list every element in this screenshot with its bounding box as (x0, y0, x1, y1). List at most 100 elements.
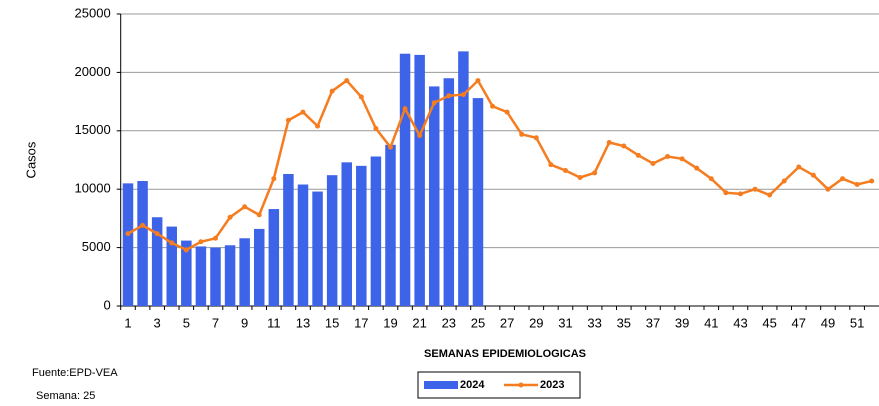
bar (312, 191, 323, 306)
x-tick-label: 27 (500, 315, 514, 330)
bar (224, 245, 236, 306)
y-tick-label: 20000 (75, 64, 111, 79)
point (810, 172, 816, 178)
point (665, 153, 671, 159)
point (256, 212, 262, 218)
bar (472, 98, 484, 306)
point (869, 178, 875, 184)
point (125, 231, 131, 237)
bar (166, 226, 177, 306)
point (212, 235, 218, 241)
legend-swatch (518, 382, 524, 388)
point (198, 239, 204, 245)
bar (195, 246, 207, 306)
point (737, 191, 743, 197)
point (796, 164, 802, 170)
point (358, 94, 364, 100)
point (271, 176, 277, 182)
point (606, 139, 612, 145)
bar (399, 53, 411, 306)
x-tick-label: 31 (558, 315, 572, 330)
point (300, 109, 306, 115)
x-tick-label: 39 (675, 315, 689, 330)
x-tick-label: 19 (383, 315, 397, 330)
point (242, 204, 248, 210)
point (329, 88, 335, 94)
point (183, 247, 189, 253)
point (752, 186, 758, 192)
line (127, 78, 872, 252)
bar (428, 86, 440, 306)
point (344, 78, 350, 84)
bar (122, 183, 134, 306)
y-tick-label: 15000 (75, 122, 111, 137)
x-tick-label: 7 (212, 315, 219, 330)
point (708, 176, 714, 182)
point (577, 175, 583, 181)
point (460, 92, 466, 98)
point (854, 182, 860, 188)
x-tick-label: 5 (183, 315, 190, 330)
point (519, 131, 525, 137)
point (635, 152, 641, 158)
point (840, 176, 846, 182)
point (694, 165, 700, 171)
point (723, 190, 729, 196)
bar (268, 209, 280, 306)
bar (283, 174, 294, 306)
y-tick-label: 0 (103, 297, 110, 312)
bar (356, 165, 367, 306)
week-note: Semana: 25 (36, 390, 95, 402)
legend-swatch (424, 381, 458, 389)
point (592, 170, 598, 176)
x-tick-label: 43 (733, 315, 747, 330)
bar (253, 228, 265, 306)
point (417, 132, 423, 138)
x-tick-label: 15 (325, 315, 339, 330)
source-note: Fuente:EPD-VEA (32, 367, 118, 379)
x-tick-label: 3 (154, 315, 161, 330)
y-tick-label: 25000 (75, 5, 111, 20)
point (621, 143, 627, 149)
x-tick-label: 17 (354, 315, 368, 330)
bar (210, 247, 221, 306)
bar (341, 162, 352, 306)
x-tick-label: 35 (617, 315, 631, 330)
x-tick-label: 11 (267, 315, 281, 330)
x-tick-label: 51 (850, 315, 864, 330)
legend-label: 2023 (540, 379, 564, 391)
x-tick-label: 1 (124, 315, 131, 330)
point (169, 240, 175, 246)
x-tick-label: 37 (646, 315, 660, 330)
x-tick-label: 45 (762, 315, 776, 330)
x-tick-label: 47 (792, 315, 806, 330)
bar (239, 238, 250, 306)
bar (370, 156, 382, 306)
x-tick-label: 9 (241, 315, 248, 330)
point (533, 135, 539, 141)
x-tick-label: 23 (442, 315, 456, 330)
point (562, 168, 568, 174)
point (315, 123, 321, 129)
x-tick-label: 21 (412, 315, 426, 330)
bar (137, 181, 148, 306)
bar (414, 54, 425, 306)
bar (297, 184, 309, 306)
point (679, 156, 685, 162)
point (431, 100, 437, 106)
y-tick-label: 10000 (75, 181, 111, 196)
y-tick-label: 5000 (82, 239, 111, 254)
point (446, 93, 452, 99)
point (490, 103, 496, 109)
bar (151, 217, 163, 306)
point (548, 162, 554, 168)
point (767, 192, 773, 198)
x-axis-label: SEMANAS EPIDEMIOLOGICAS (424, 348, 586, 360)
bar (385, 144, 396, 306)
x-tick-label: 25 (471, 315, 485, 330)
point (285, 117, 291, 123)
x-tick-label: 33 (587, 315, 601, 330)
bar (326, 175, 338, 306)
bar (443, 78, 455, 307)
